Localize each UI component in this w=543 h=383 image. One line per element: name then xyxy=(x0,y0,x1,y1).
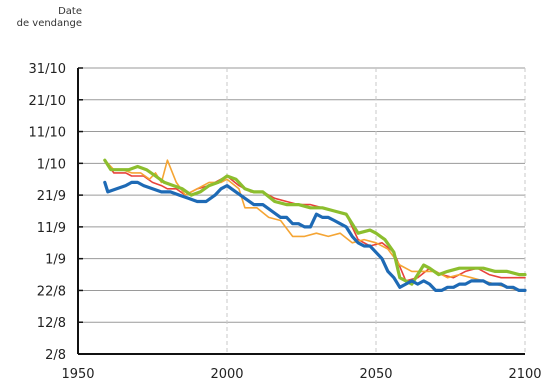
axes xyxy=(77,67,525,355)
y-tick-label: 1/10 xyxy=(37,157,66,172)
series-line-3 xyxy=(103,158,527,286)
y-tick-label: 21/9 xyxy=(37,189,66,204)
y-tick-label: 12/8 xyxy=(37,316,66,331)
y-tick-label: 2/8 xyxy=(45,348,66,363)
y-tick-label: 1/9 xyxy=(45,253,66,268)
series-line-4 xyxy=(103,180,527,292)
x-tick-label: 2100 xyxy=(508,367,541,382)
y-tick-label: 31/10 xyxy=(29,62,66,77)
series-line-1 xyxy=(104,159,526,282)
y-tick-label: 21/10 xyxy=(29,94,66,109)
x-tick-label: 2050 xyxy=(359,367,392,382)
grid xyxy=(78,67,526,354)
series-lines xyxy=(103,158,527,292)
x-tick-label: 1950 xyxy=(61,367,94,382)
y-tick-label: 11/10 xyxy=(29,126,66,141)
series-line-2 xyxy=(104,159,526,292)
y-axis-title-line-1: Date xyxy=(58,6,82,17)
tick-labels: 2/8 12/8 22/8 1/9 11/9 21/9 1/10 11/10 21/10 31/1… xyxy=(29,62,542,382)
y-axis-title-line-2: de vendange xyxy=(16,18,82,29)
y-tick-label: 11/9 xyxy=(37,221,66,236)
y-axis-title: Date de vendange xyxy=(0,6,82,30)
y-tick-label: 22/8 xyxy=(37,284,66,299)
x-tick-label: 2000 xyxy=(210,367,243,382)
